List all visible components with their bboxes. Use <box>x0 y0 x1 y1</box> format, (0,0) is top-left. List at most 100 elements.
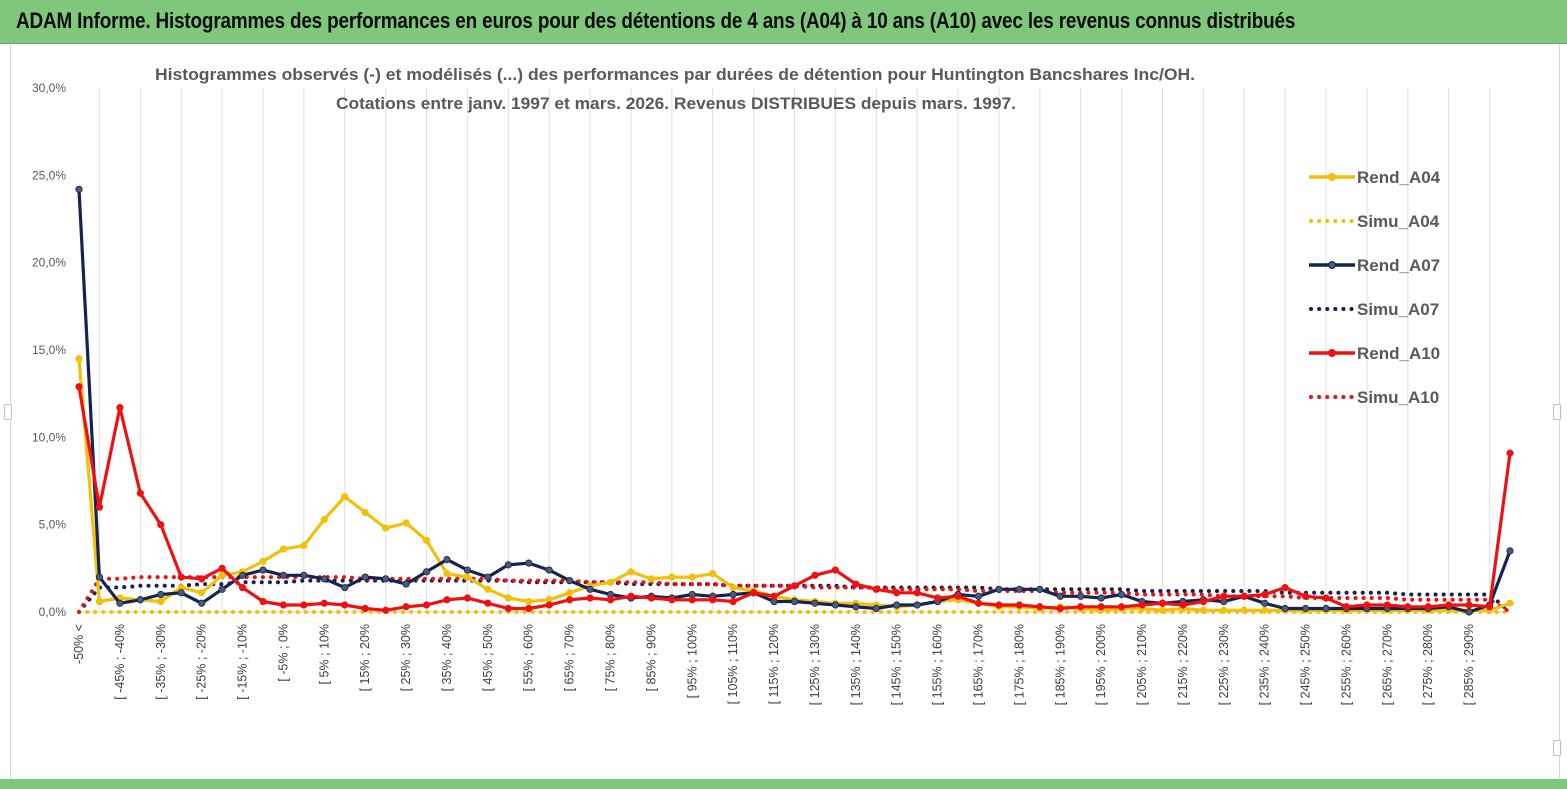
data-point <box>1220 592 1228 600</box>
data-point <box>504 594 512 602</box>
data-point <box>688 573 696 581</box>
data-point <box>402 603 410 611</box>
data-point <box>1199 606 1207 614</box>
data-point <box>1158 599 1167 607</box>
data-point <box>709 569 717 578</box>
x-tick-label: [ 215% ; 220% <box>1176 624 1190 705</box>
data-point <box>606 596 615 604</box>
resize-handle-right[interactable] <box>1553 404 1561 420</box>
data-point <box>586 585 594 593</box>
data-point <box>341 493 349 501</box>
x-tick-label: [ 15% ; 20% <box>358 624 372 691</box>
legend-item: Simu_A07 <box>1309 300 1439 319</box>
bottom-banner <box>0 779 1567 789</box>
data-point <box>300 571 308 579</box>
data-point <box>770 592 778 600</box>
data-point <box>259 557 267 565</box>
data-point <box>1015 601 1023 609</box>
data-point <box>320 515 328 524</box>
data-point <box>566 589 574 597</box>
data-point <box>341 583 349 592</box>
data-point <box>1261 599 1269 607</box>
data-point <box>218 571 226 579</box>
data-point <box>504 604 512 613</box>
data-point <box>259 566 267 574</box>
data-point <box>361 508 369 517</box>
data-point <box>688 596 696 604</box>
gridlines <box>79 88 1510 613</box>
data-point <box>218 585 226 593</box>
data-point <box>1158 606 1167 614</box>
data-point <box>484 599 492 607</box>
data-point <box>647 594 656 602</box>
legend-marker <box>1328 173 1336 181</box>
legend-marker <box>1328 261 1336 269</box>
data-point <box>1117 603 1126 611</box>
x-tick-label: [ 225% ; 230% <box>1217 624 1231 705</box>
data-point <box>116 599 124 607</box>
resize-handle-bottom-right[interactable] <box>1553 740 1561 756</box>
y-tick-label: 25,0% <box>32 168 66 182</box>
data-point <box>647 575 656 583</box>
data-point <box>1036 585 1044 593</box>
data-point <box>1281 604 1289 613</box>
data-point <box>1424 603 1432 611</box>
data-point <box>157 590 165 599</box>
data-point <box>1056 604 1064 613</box>
data-point <box>893 589 901 597</box>
data-point <box>341 601 349 609</box>
data-point <box>995 601 1003 609</box>
x-tick-label: [ 145% ; 150% <box>890 624 904 705</box>
x-tick-label: [ -25% ; -20% <box>195 624 209 700</box>
data-point <box>157 521 165 529</box>
legend-item: Rend_A10 <box>1309 344 1440 363</box>
chart-title-line-1: Histogrammes observés (-) et modélisés (… <box>155 65 1195 84</box>
y-tick-label: 5,0% <box>39 518 67 532</box>
data-point <box>586 594 594 602</box>
data-point <box>136 489 144 497</box>
x-tick-label: [ 35% ; 40% <box>440 624 454 691</box>
legend-item: Simu_A04 <box>1309 212 1440 231</box>
data-point <box>259 597 267 606</box>
data-point <box>1240 606 1248 614</box>
data-point <box>750 589 758 597</box>
x-tick-label: [ -45% ; -40% <box>113 624 127 700</box>
series-lines <box>75 185 1514 616</box>
data-point <box>198 599 206 607</box>
x-tick-label: [ 55% ; 60% <box>522 624 536 691</box>
data-point <box>1097 603 1105 611</box>
resize-handle-left[interactable] <box>4 404 12 420</box>
data-point <box>811 571 819 579</box>
data-point <box>913 601 921 609</box>
data-point <box>1485 603 1494 611</box>
data-point <box>1261 606 1269 614</box>
data-point <box>1506 547 1514 555</box>
x-tick-label: [ 195% ; 200% <box>1094 624 1108 705</box>
x-tick-label: [ 205% ; 210% <box>1135 624 1149 705</box>
data-point <box>1322 594 1330 602</box>
data-point <box>525 597 533 606</box>
data-point <box>1015 585 1023 593</box>
data-point <box>1281 583 1289 592</box>
data-point <box>484 585 492 593</box>
legend-item: Rend_A07 <box>1309 256 1440 275</box>
data-point <box>974 599 983 607</box>
data-point <box>361 604 369 613</box>
data-point <box>525 604 533 613</box>
x-tick-label: [ 265% ; 270% <box>1380 624 1394 705</box>
x-axis-ticks: -50% < [ -45% ; -40% [ -35% ; -30% [ -25% ;… <box>72 624 1476 705</box>
data-point <box>1322 604 1330 613</box>
data-point <box>238 571 247 579</box>
data-point <box>1445 601 1453 609</box>
x-tick-label: [ 95% ; 100% <box>685 624 699 698</box>
data-point <box>872 585 880 593</box>
legend-label: Rend_A10 <box>1357 344 1440 363</box>
chart-title-line-2: Cotations entre janv. 1997 et mars. 2026… <box>336 94 1016 113</box>
data-point <box>95 503 104 511</box>
x-tick-label: [ 115% ; 120% <box>767 624 781 704</box>
data-point <box>872 604 880 613</box>
data-point <box>75 355 83 363</box>
data-point <box>218 564 226 572</box>
data-point <box>893 601 901 609</box>
